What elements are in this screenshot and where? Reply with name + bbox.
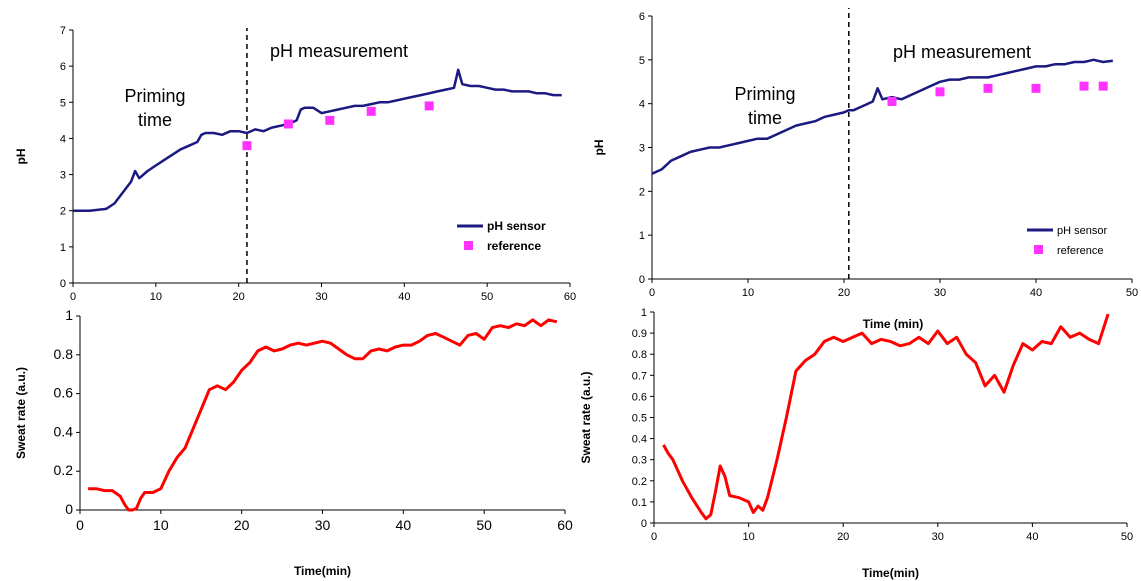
y-tick-label: 0.2 (632, 476, 647, 488)
y-axis-title: Sweat rate (a.u.) (579, 371, 593, 463)
x-tick-label: 30 (315, 291, 327, 303)
y-axis-title: pH (14, 149, 28, 165)
x-axis-title: Time (min) (863, 317, 923, 331)
y-tick-label: 1 (60, 242, 66, 254)
y-tick-label: 1 (639, 230, 645, 242)
reference-marker (283, 119, 293, 129)
x-tick-label: 0 (651, 531, 657, 543)
y-tick-label: 1 (641, 307, 647, 319)
x-tick-label: 0 (649, 287, 655, 299)
x-tick-label: 50 (1126, 287, 1138, 299)
x-tick-label: 40 (1030, 287, 1042, 299)
legend-marker-swatch (464, 241, 473, 250)
y-tick-label: 2 (639, 186, 645, 198)
x-tick-label: 20 (837, 531, 849, 543)
x-tick-label: 50 (1121, 531, 1133, 543)
y-tick-label: 0.9 (632, 328, 647, 340)
y-tick-label: 5 (639, 55, 645, 67)
legend-marker-swatch (1034, 245, 1043, 254)
reference-marker (366, 106, 376, 116)
x-axis-title: Time(min) (294, 564, 351, 578)
y-tick-label: 2 (60, 206, 66, 218)
x-tick-label: 0 (76, 517, 84, 533)
y-tick-label: 0.2 (54, 462, 74, 478)
priming-label-line2: time (748, 108, 782, 128)
y-tick-label: 0 (639, 274, 645, 286)
sweat-rate-line (662, 313, 1110, 521)
y-tick-label: 0 (60, 278, 66, 290)
x-tick-label: 30 (932, 531, 944, 543)
y-tick-label: 7 (60, 25, 66, 37)
y-tick-label: 0 (65, 501, 73, 517)
y-tick-label: 3 (60, 170, 66, 182)
priming-label-line1: Priming (734, 84, 795, 104)
y-tick-label: 0 (641, 518, 647, 530)
legend-label-reference: reference (487, 239, 541, 253)
y-tick-label: 4 (639, 99, 645, 111)
y-tick-label: 0.6 (54, 385, 74, 401)
reference-marker (935, 87, 945, 97)
y-tick-label: 3 (639, 143, 645, 155)
x-tick-label: 0 (70, 291, 76, 303)
reference-marker (1031, 83, 1041, 93)
x-tick-label: 50 (481, 291, 493, 303)
y-tick-label: 0.8 (54, 346, 74, 362)
y-tick-label: 0.7 (632, 370, 647, 382)
x-tick-label: 60 (557, 517, 573, 533)
y-tick-label: 6 (60, 61, 66, 73)
chart-sweat_right: 00.10.20.30.40.50.60.70.80.910 10 20 30 40 50… (579, 307, 1133, 580)
y-tick-label: 1 (65, 307, 73, 323)
x-tick-label: 20 (838, 287, 850, 299)
sweat-rate-line (88, 318, 558, 512)
reference-marker (983, 83, 993, 93)
y-tick-label: 0.4 (54, 423, 74, 439)
legend-label-reference: reference (1057, 245, 1103, 257)
reference-marker (242, 141, 252, 151)
y-tick-label: 4 (60, 133, 66, 145)
x-tick-label: 10 (742, 531, 754, 543)
x-tick-label: 40 (398, 291, 410, 303)
x-tick-label: 20 (233, 291, 245, 303)
y-tick-label: 0.6 (632, 391, 647, 403)
y-axis-title: pH (592, 140, 606, 156)
x-tick-label: 50 (476, 517, 492, 533)
x-tick-label: 30 (934, 287, 946, 299)
reference-marker (1098, 81, 1108, 91)
x-tick-label: 40 (1026, 531, 1038, 543)
x-axis-title: Time(min) (862, 566, 919, 580)
y-tick-label: 0.4 (632, 434, 647, 446)
x-tick-label: 40 (396, 517, 412, 533)
y-tick-label: 0.3 (632, 455, 647, 467)
reference-marker (887, 96, 897, 106)
x-tick-label: 10 (150, 291, 162, 303)
x-tick-label: 10 (153, 517, 169, 533)
reference-marker (1079, 81, 1089, 91)
x-tick-label: 60 (564, 291, 576, 303)
y-tick-label: 0.1 (632, 497, 647, 509)
y-tick-label: 0.8 (632, 349, 647, 361)
measurement-label: pH measurement (270, 41, 408, 61)
measurement-label: pH measurement (893, 42, 1031, 62)
x-tick-label: 20 (234, 517, 250, 533)
y-tick-label: 5 (60, 97, 66, 109)
y-axis-title: Sweat rate (a.u.) (14, 367, 28, 459)
legend-label-ph-sensor: pH sensor (487, 219, 546, 233)
legend-label-ph-sensor: pH sensor (1057, 225, 1107, 237)
y-tick-label: 0.5 (632, 413, 647, 425)
y-tick-label: 6 (639, 11, 645, 23)
x-tick-label: 10 (742, 287, 754, 299)
x-tick-label: 30 (315, 517, 331, 533)
priming-label-line1: Priming (124, 86, 185, 106)
priming-label-line2: time (138, 110, 172, 130)
reference-marker (424, 101, 434, 111)
chart-ph_left: 0 1 2 3 4 5 6 7 0 10 20 30 40 50 60 pH Priming time pH mea… (14, 25, 576, 303)
ph-sensor-line (651, 58, 1113, 175)
reference-marker (325, 115, 335, 125)
ph-sensor-line (73, 68, 562, 212)
